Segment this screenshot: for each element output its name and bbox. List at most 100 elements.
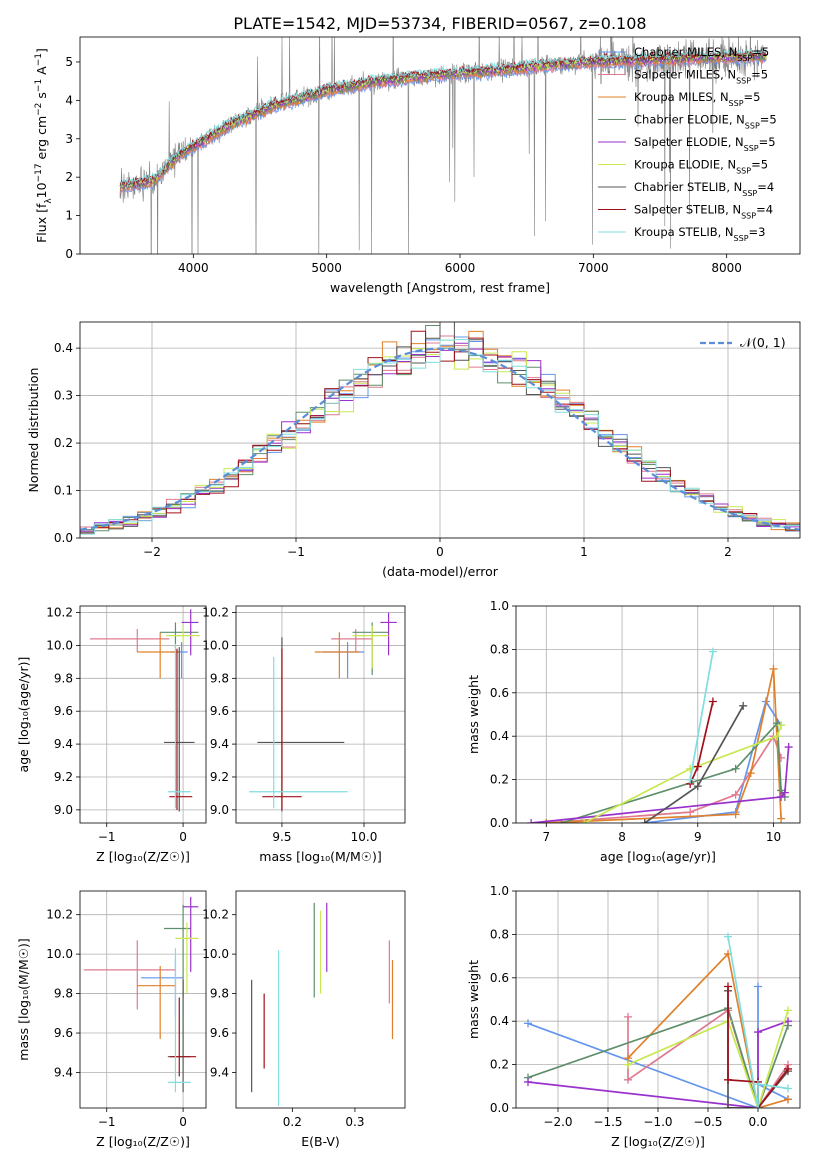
x-axis-label: Z [log₁₀(Z/Z☉)] (96, 849, 190, 864)
series-marker (624, 1075, 632, 1084)
x-tick-label: 5000 (311, 261, 342, 275)
errorbar-point (257, 637, 345, 812)
y-tick-label: 10.2 (46, 908, 73, 922)
plot-area-residuals (80, 322, 800, 538)
y-tick-label: 0.1 (54, 484, 73, 498)
y-tick-label: 2 (65, 170, 73, 184)
y-axis-label: mass weight (466, 960, 481, 1039)
x-tick-label: −2.0 (543, 1115, 572, 1129)
x-tick-label: 9.5 (272, 830, 291, 844)
series-marker (708, 697, 717, 706)
y-tick-label: 9.0 (54, 803, 73, 817)
y-tick-label: 9.4 (210, 737, 229, 751)
legend-tail: =5 (760, 113, 777, 127)
legend-tail: =5 (744, 90, 761, 104)
x-tick-label: 0.2 (283, 1115, 302, 1129)
y-tick-label: 9.4 (54, 737, 73, 751)
x-tick-label: −1 (98, 830, 116, 844)
errorbar-point (164, 647, 195, 812)
series-marker (754, 1104, 762, 1108)
y-tick-label: 9.4 (210, 1065, 229, 1079)
errorbar-point (352, 622, 389, 676)
y-tick-label: 0.0 (54, 531, 73, 545)
x-tick-label: 0 (179, 1115, 187, 1129)
panel-mass_vs_EBV: 0.2 0.3 9.4 9.6 9.8 10.0 10.2 E(B-V) (202, 890, 406, 1149)
plot-area-weight_vs_age (516, 606, 800, 823)
y-axis-label: age [log₁₀(age/yr)] (16, 657, 31, 773)
series-marker (773, 732, 782, 741)
series-marker (754, 1080, 762, 1089)
series-marker (724, 1075, 732, 1084)
y-axis-label-part: Flux [f (34, 203, 49, 243)
legend-sub: SSP (744, 144, 759, 153)
y-axis-label-part: A (34, 66, 49, 79)
series-marker (580, 819, 589, 823)
series-marker (708, 647, 717, 656)
gaussian-curve (80, 347, 800, 531)
x-tick-label: 2 (724, 545, 732, 559)
errorbar-point (183, 896, 199, 972)
y-axis-label-part: 10 (34, 182, 49, 198)
series-marker (731, 810, 740, 819)
legend-tail: =5 (751, 68, 768, 82)
series-marker (693, 762, 702, 771)
legend-sub: SSP (745, 121, 760, 130)
y-tick-label: 0.4 (490, 1014, 509, 1028)
y-tick-label: 0 (65, 247, 73, 261)
legend-tail: =3 (749, 225, 766, 239)
y-axis-label: Flux [fλ10−17 erg cm−2 s−1 A−1] (34, 48, 54, 243)
x-tick-label: 10 (766, 830, 781, 844)
series-line-8 (689, 651, 714, 780)
y-tick-label: 4 (65, 93, 73, 107)
x-tick-label: 10.0 (351, 830, 378, 844)
axes-frame (235, 605, 406, 824)
y-tick-label: 0.2 (490, 773, 509, 787)
legend-entry: Chabrier STELIB, NSSP=4 (634, 180, 774, 198)
y-axis-label-part: λ (44, 198, 54, 204)
plot-area-age_vs_Z (80, 606, 206, 823)
y-tick-label: 0.2 (490, 1058, 509, 1072)
x-tick-label: 0 (436, 545, 444, 559)
y-tick-label: 0.0 (490, 1101, 509, 1115)
x-tick-label: 1 (580, 545, 588, 559)
y-tick-label: 9.8 (210, 671, 229, 685)
legend-entry: Salpeter ELODIE, NSSP=5 (634, 135, 776, 153)
x-tick-label: −2 (143, 545, 161, 559)
y-tick-label: 0.2 (54, 436, 73, 450)
errorbar-point (89, 629, 170, 653)
y-tick-label: 9.4 (54, 1065, 73, 1079)
errorbar-point (322, 642, 364, 679)
errorbar-point (181, 609, 199, 656)
y-tick-label: 9.8 (54, 987, 73, 1001)
series-marker (542, 819, 551, 823)
x-tick-label: −1.0 (643, 1115, 672, 1129)
y-tick-label: 5 (65, 55, 73, 69)
errorbar-point (83, 940, 176, 1010)
legend-entry: Chabrier MILES, NSSP=5 (634, 45, 769, 63)
model-spectrum-8 (119, 48, 767, 185)
y-tick-label: 10.2 (202, 908, 229, 922)
x-tick-label: −1 (287, 545, 305, 559)
legend-entry: 𝒩(0, 1) (740, 335, 786, 350)
series-marker (724, 932, 732, 941)
errorbar-point (175, 922, 199, 994)
series-line-8 (727, 936, 789, 1108)
axes-frame (515, 890, 801, 1109)
legend-tail: =4 (756, 203, 773, 217)
y-axis-label: mass [log₁₀(M/M☉)] (16, 938, 31, 1060)
legend-text: Kroupa STELIB, N (634, 225, 734, 239)
x-axis-label: (data-model)/error (382, 564, 499, 579)
panel-age_vs_mass: 9.5 10.0 9.0 9.2 9.4 9.6 9.8 10.0 10.2 mass [log₁… (202, 605, 406, 864)
x-tick-label: −0.5 (693, 1115, 722, 1129)
y-tick-label: 0.8 (490, 642, 509, 656)
axes-frame (79, 36, 801, 255)
y-tick-label: 9.6 (54, 704, 73, 718)
errorbar-point (166, 625, 200, 643)
y-tick-label: 10.0 (202, 638, 229, 652)
series-marker (724, 1104, 732, 1108)
panel-weight_vs_age: 7 8 9 10 0.0 0.2 0.4 0.6 0.8 1.0 age [log₁₀(age/yr… (466, 599, 801, 864)
plot-area-weight_vs_Z (516, 891, 800, 1108)
series-line-5 (583, 725, 782, 823)
x-tick-label: 7 (542, 830, 550, 844)
